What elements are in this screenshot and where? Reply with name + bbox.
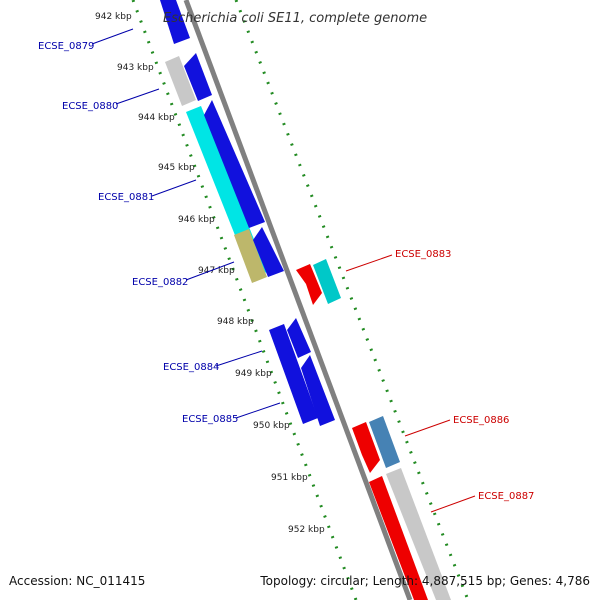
gene-feature[interactable] xyxy=(269,324,318,424)
scale-label: 942 kbp xyxy=(95,12,132,22)
genome-backbone xyxy=(183,0,413,600)
topology-text: Topology: circular; Length: 4,887,515 bp… xyxy=(260,574,590,588)
gene-feature[interactable] xyxy=(253,227,284,277)
scale-label: 948 kbp xyxy=(217,317,254,327)
gene-feature[interactable] xyxy=(287,318,311,358)
gene-feature[interactable] xyxy=(386,468,451,600)
gene-label[interactable]: ECSE_0880 xyxy=(62,101,118,112)
gene-feature[interactable] xyxy=(184,53,212,101)
gene-label[interactable]: ECSE_0879 xyxy=(38,41,94,52)
gene-label[interactable]: ECSE_0881 xyxy=(98,192,154,203)
gene-feature[interactable] xyxy=(301,355,335,426)
label-leader xyxy=(345,254,393,272)
label-leader xyxy=(404,419,451,437)
outer-tick-track xyxy=(131,0,358,600)
gene-label[interactable]: ECSE_0887 xyxy=(478,491,534,502)
gene-feature[interactable] xyxy=(234,229,267,283)
label-leader xyxy=(215,350,263,367)
scale-label: 946 kbp xyxy=(178,215,215,225)
scale-label: 950 kbp xyxy=(253,421,290,431)
gene-feature[interactable] xyxy=(160,0,190,44)
scale-label: 947 kbp xyxy=(198,266,235,276)
scale-label: 952 kbp xyxy=(288,525,325,535)
gene-label[interactable]: ECSE_0884 xyxy=(163,362,219,373)
gene-feature[interactable] xyxy=(204,100,265,228)
gene-feature[interactable] xyxy=(296,264,322,305)
accession-text: Accession: NC_011415 xyxy=(9,574,146,588)
gene-label[interactable]: ECSE_0882 xyxy=(132,277,188,288)
gene-feature[interactable] xyxy=(313,259,341,304)
scale-label: 949 kbp xyxy=(235,369,272,379)
scale-label: 951 kbp xyxy=(271,473,308,483)
scale-label: 944 kbp xyxy=(138,113,175,123)
label-leader xyxy=(235,402,281,419)
map-title: Escherichia coli SE11, complete genome xyxy=(163,11,427,26)
gene-feature[interactable] xyxy=(369,476,428,600)
gene-feature[interactable] xyxy=(369,416,400,468)
inner-tick-track xyxy=(234,0,470,600)
gene-label[interactable]: ECSE_0885 xyxy=(182,414,238,425)
label-leader xyxy=(430,495,476,513)
gene-feature[interactable] xyxy=(352,422,380,473)
label-leader xyxy=(91,28,134,45)
label-leader xyxy=(185,261,235,281)
gene-label[interactable]: ECSE_0883 xyxy=(395,249,451,260)
scale-label: 945 kbp xyxy=(158,163,195,173)
label-leader xyxy=(115,88,160,105)
gene-label[interactable]: ECSE_0886 xyxy=(453,415,509,426)
gene-feature[interactable] xyxy=(165,56,196,106)
label-leader xyxy=(151,179,197,197)
scale-label: 943 kbp xyxy=(117,63,154,73)
